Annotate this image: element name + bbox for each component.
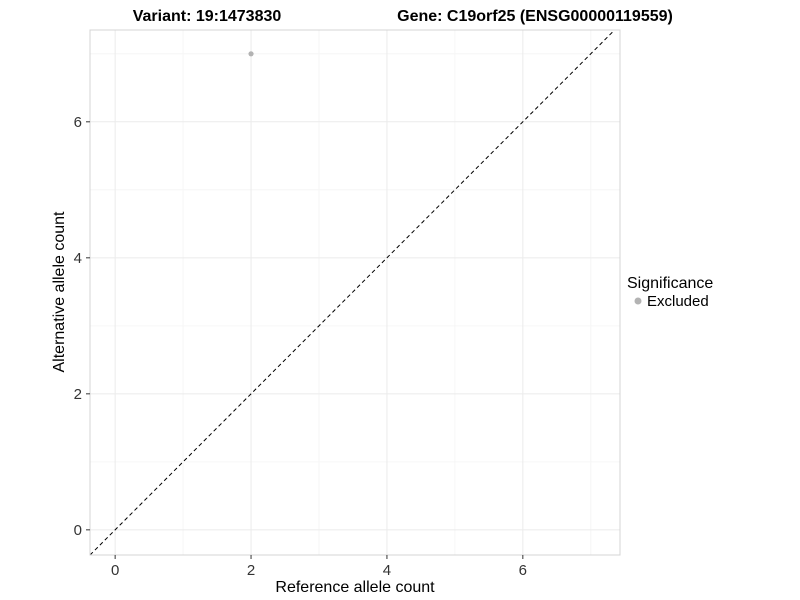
chart-layer: 0 2 4 6 0 2 4 6	[74, 29, 621, 579]
legend-entry-label: Excluded	[647, 293, 709, 310]
y-axis-label: Alternative allele count	[51, 211, 68, 373]
x-tick-label: 6	[519, 562, 527, 579]
x-tick-label: 4	[383, 562, 391, 579]
x-tick-label: 2	[247, 562, 255, 579]
panel-background	[90, 30, 620, 555]
y-tick-label: 0	[74, 522, 82, 539]
y-tick-label: 6	[74, 114, 82, 131]
x-tick-label: 0	[111, 562, 119, 579]
identity-line	[89, 29, 615, 556]
legend-title: Significance	[627, 275, 713, 292]
plot-title-variant: Variant: 19:1473830	[133, 8, 282, 25]
x-axis-label: Reference allele count	[275, 579, 435, 596]
y-tick-label: 2	[74, 386, 82, 403]
legend-point-icon	[634, 297, 642, 305]
legend: Significance Excluded	[627, 275, 713, 310]
y-tick-label: 4	[74, 250, 82, 267]
data-point	[248, 51, 254, 57]
panel-border	[89, 29, 621, 556]
plot-title-gene: Gene: C19orf25 (ENSG00000119559)	[397, 8, 673, 25]
